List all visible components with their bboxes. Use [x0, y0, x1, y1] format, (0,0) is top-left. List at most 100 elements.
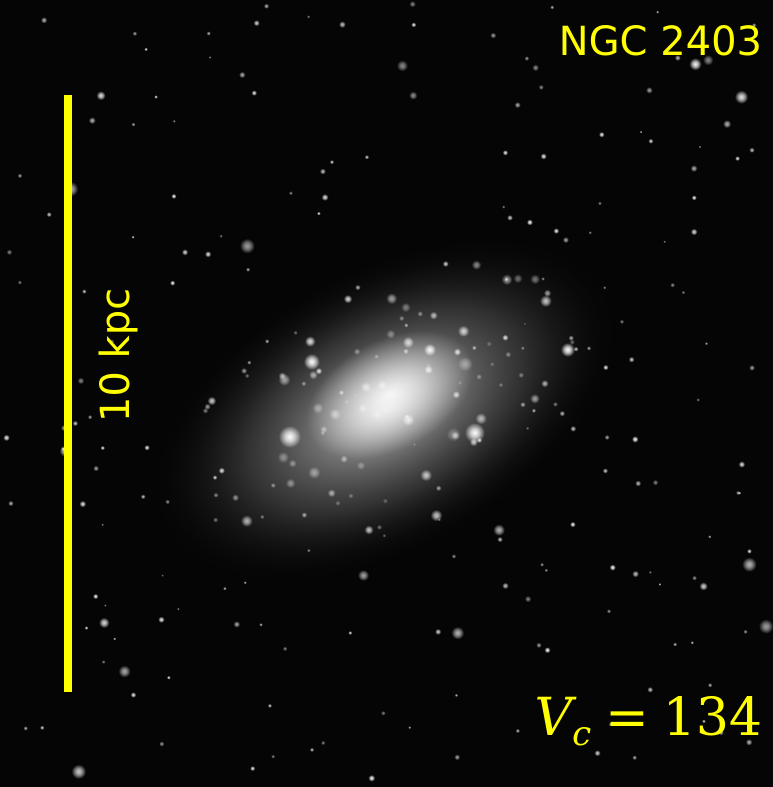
star — [527, 220, 533, 226]
star — [545, 569, 548, 572]
star — [735, 156, 740, 161]
star — [317, 212, 321, 216]
star — [540, 563, 544, 567]
velocity-subscript: c — [572, 714, 591, 754]
star — [254, 20, 260, 26]
star — [283, 647, 287, 651]
star — [649, 571, 652, 574]
star — [310, 748, 314, 752]
star — [271, 755, 275, 759]
star — [595, 750, 601, 756]
cluster — [454, 348, 461, 355]
star — [182, 249, 188, 255]
star — [40, 726, 44, 730]
cluster — [430, 312, 438, 320]
cluster — [472, 260, 481, 269]
star — [24, 726, 28, 730]
star — [550, 6, 554, 10]
cluster — [403, 337, 414, 348]
star — [539, 85, 544, 90]
cluster — [358, 404, 367, 413]
star — [104, 604, 107, 607]
star — [708, 535, 711, 538]
cluster — [404, 323, 408, 327]
star — [563, 237, 569, 243]
star — [250, 766, 255, 771]
cluster — [361, 382, 372, 393]
star — [452, 627, 465, 640]
star — [220, 235, 223, 238]
star — [101, 446, 105, 450]
star — [723, 120, 731, 128]
star — [409, 92, 417, 100]
velocity-symbol: V — [535, 688, 577, 748]
star — [167, 676, 171, 680]
cluster — [308, 467, 320, 479]
cluster — [458, 326, 469, 337]
star — [133, 32, 137, 36]
star — [656, 11, 659, 14]
cluster — [532, 409, 536, 413]
star — [18, 174, 23, 179]
star — [159, 742, 164, 747]
star — [41, 17, 47, 23]
cluster — [302, 512, 308, 518]
cluster — [321, 431, 325, 435]
star — [82, 289, 86, 293]
star — [742, 558, 756, 572]
velocity-value: 134 — [663, 688, 762, 748]
star — [663, 241, 665, 243]
cluster — [403, 349, 409, 355]
bright-star — [561, 343, 575, 357]
star — [89, 117, 96, 124]
cluster — [344, 295, 352, 303]
star — [223, 587, 226, 590]
star — [321, 741, 325, 745]
star — [170, 281, 175, 286]
star — [747, 549, 752, 554]
bright-star — [304, 354, 320, 370]
star — [699, 146, 702, 149]
cluster — [309, 371, 318, 380]
star — [173, 120, 176, 123]
star — [541, 153, 547, 159]
star — [205, 251, 211, 257]
star — [516, 729, 520, 733]
star — [589, 231, 592, 234]
star — [673, 643, 677, 647]
cluster — [502, 335, 508, 341]
star — [97, 91, 106, 100]
cluster — [418, 311, 424, 317]
cluster — [514, 274, 523, 283]
star — [659, 583, 661, 585]
star — [320, 169, 326, 175]
cluster — [330, 409, 341, 420]
cluster — [219, 468, 225, 474]
star — [3, 435, 9, 441]
star — [322, 194, 329, 201]
star — [8, 501, 13, 506]
cluster — [278, 452, 289, 463]
cluster — [520, 402, 525, 407]
cluster — [313, 403, 324, 414]
scale-bar — [64, 95, 72, 692]
cluster — [502, 274, 513, 285]
star — [93, 594, 98, 599]
star — [78, 378, 84, 384]
star — [408, 726, 411, 729]
star — [240, 239, 255, 254]
star — [629, 357, 635, 363]
star — [692, 576, 697, 581]
star — [525, 56, 529, 60]
star — [670, 283, 675, 288]
bright-star — [465, 423, 485, 443]
cluster — [354, 348, 361, 355]
star — [515, 102, 521, 108]
star — [738, 492, 741, 495]
star — [80, 501, 87, 508]
star — [490, 33, 496, 39]
cluster — [339, 390, 344, 395]
cluster — [424, 366, 432, 374]
star — [692, 195, 697, 200]
star — [502, 206, 505, 209]
